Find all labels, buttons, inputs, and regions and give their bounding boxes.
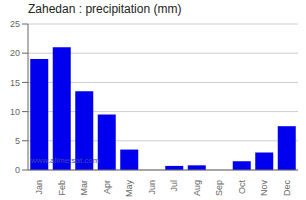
svg-text:15: 15 bbox=[10, 78, 20, 88]
svg-text:Jun: Jun bbox=[147, 180, 157, 195]
svg-text:Dec: Dec bbox=[282, 180, 292, 197]
svg-text:May: May bbox=[124, 180, 134, 198]
svg-text:5: 5 bbox=[15, 136, 20, 146]
svg-text:Jul: Jul bbox=[169, 180, 179, 192]
svg-text:Feb: Feb bbox=[57, 180, 67, 196]
svg-text:Aug: Aug bbox=[192, 180, 202, 196]
svg-text:25: 25 bbox=[10, 19, 20, 29]
svg-text:Mar: Mar bbox=[79, 180, 89, 196]
svg-text:Oct: Oct bbox=[237, 180, 247, 195]
html-text:www.allmetsat.com: www.allmetsat.com bbox=[31, 156, 100, 165]
svg-text:20: 20 bbox=[10, 48, 20, 58]
svg-text:Jan: Jan bbox=[34, 180, 44, 195]
svg-text:Sep: Sep bbox=[214, 180, 224, 196]
html-text:Zahedan : precipitation (mm): Zahedan : precipitation (mm) bbox=[28, 2, 182, 16]
svg-text:Nov: Nov bbox=[259, 180, 269, 197]
svg-text:Apr: Apr bbox=[102, 180, 112, 194]
svg-text:10: 10 bbox=[10, 107, 20, 117]
svg-text:0: 0 bbox=[15, 165, 20, 175]
